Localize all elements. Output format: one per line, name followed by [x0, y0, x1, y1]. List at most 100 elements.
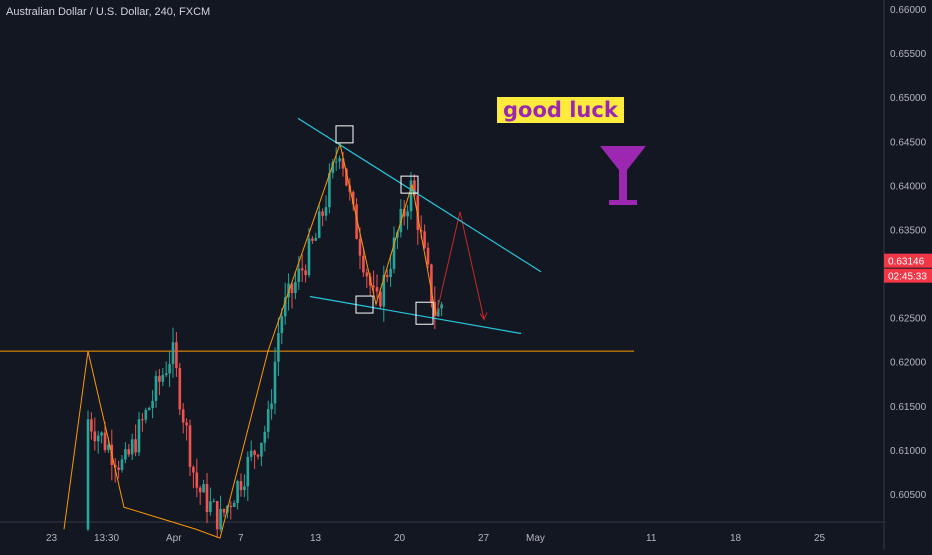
x-tick-label: May [526, 533, 545, 544]
candle-body [141, 419, 144, 421]
x-tick-label: 7 [238, 533, 244, 544]
candle-body [311, 238, 314, 241]
candle-body [90, 419, 93, 432]
candle-body [93, 431, 97, 442]
candle-body [243, 486, 246, 491]
y-tick-label: 0.62000 [890, 358, 927, 369]
candle-body [212, 501, 216, 503]
candle-body [385, 274, 389, 278]
good-luck-label: good luck [497, 97, 624, 123]
countdown-tag [884, 268, 932, 283]
candle-body [338, 158, 341, 162]
candle-body [375, 287, 379, 292]
candle-body [297, 268, 301, 282]
candle-body [120, 459, 124, 470]
candle-body [249, 450, 253, 457]
candle-body [100, 432, 103, 436]
candle-body [188, 425, 192, 467]
x-tick-label: 13:30 [94, 533, 119, 544]
candle-body [426, 247, 430, 265]
candle-body [358, 238, 362, 256]
candle-body [440, 304, 443, 309]
candle-body [382, 274, 386, 307]
candle-body [402, 208, 406, 217]
candle-body [317, 211, 321, 238]
y-tick-label: 0.66000 [890, 5, 927, 16]
candle-body [372, 285, 375, 288]
candle-body [396, 232, 399, 238]
candle-body [345, 168, 348, 186]
last-price-label: 0.63146 [888, 257, 925, 268]
candle-body [202, 484, 205, 493]
candle-body [368, 276, 372, 286]
candle-body [103, 432, 107, 451]
candle-body [175, 342, 178, 369]
candle-body [355, 204, 358, 239]
candle-body [290, 283, 294, 294]
candle-body [205, 484, 209, 513]
candle-body [96, 435, 100, 442]
candle-body [86, 419, 90, 530]
candle-body [222, 509, 226, 513]
candle-body [195, 472, 199, 488]
candle-body [219, 509, 222, 530]
candle-body [181, 409, 185, 423]
candle-body [232, 502, 236, 507]
x-tick-label: 23 [46, 533, 58, 544]
y-tick-label: 0.61000 [890, 446, 927, 457]
candle-body [236, 481, 239, 503]
candle-body [229, 505, 233, 507]
candle-body [168, 364, 171, 374]
x-tick-label: 11 [646, 533, 657, 544]
candle-body [256, 454, 260, 457]
candle-body [263, 431, 267, 443]
pivot-marker [415, 301, 434, 325]
candle-body [307, 238, 311, 276]
x-tick-label: Apr [166, 533, 182, 544]
upper-trendline [297, 117, 542, 273]
cocktail-icon [600, 146, 646, 205]
candle-body [158, 375, 161, 382]
y-tick-label: 0.65000 [890, 93, 927, 104]
candle-body [321, 211, 324, 216]
candle-body [423, 231, 426, 248]
candle-body [314, 237, 318, 241]
candle-body [154, 375, 158, 401]
y-tick-label: 0.64500 [890, 137, 927, 148]
candle-body [280, 316, 284, 334]
candle-body [117, 467, 120, 470]
candle-body [260, 442, 263, 457]
candle-body [419, 230, 423, 232]
candle-body [107, 444, 110, 451]
candle-body [161, 374, 165, 382]
candle-body [253, 450, 256, 455]
candle-body [379, 291, 382, 307]
candle-body [164, 373, 168, 375]
candle-body [137, 419, 141, 453]
candle-body [124, 449, 127, 460]
candle-body [392, 237, 396, 269]
candle-body [328, 173, 331, 208]
x-tick-label: 25 [814, 533, 826, 544]
x-tick-label: 27 [478, 533, 490, 544]
candle-body [113, 464, 117, 468]
candle-body [266, 409, 270, 432]
candle-body [198, 487, 202, 493]
countdown-label: 02:45:33 [888, 272, 927, 283]
x-tick-label: 20 [394, 533, 406, 544]
y-tick-label: 0.60500 [890, 490, 927, 501]
candle-body [324, 207, 328, 216]
candle-body [273, 361, 277, 404]
y-tick-label: 0.63500 [890, 225, 927, 236]
candle-body [277, 333, 280, 362]
candle-body [147, 407, 151, 410]
y-tick-label: 0.65500 [890, 49, 927, 60]
candle-body [430, 264, 433, 302]
candle-body [144, 409, 148, 420]
last-price-tag [884, 253, 932, 268]
candle-body [304, 270, 307, 276]
pivot-marker [400, 175, 419, 194]
candle-body [341, 158, 345, 169]
